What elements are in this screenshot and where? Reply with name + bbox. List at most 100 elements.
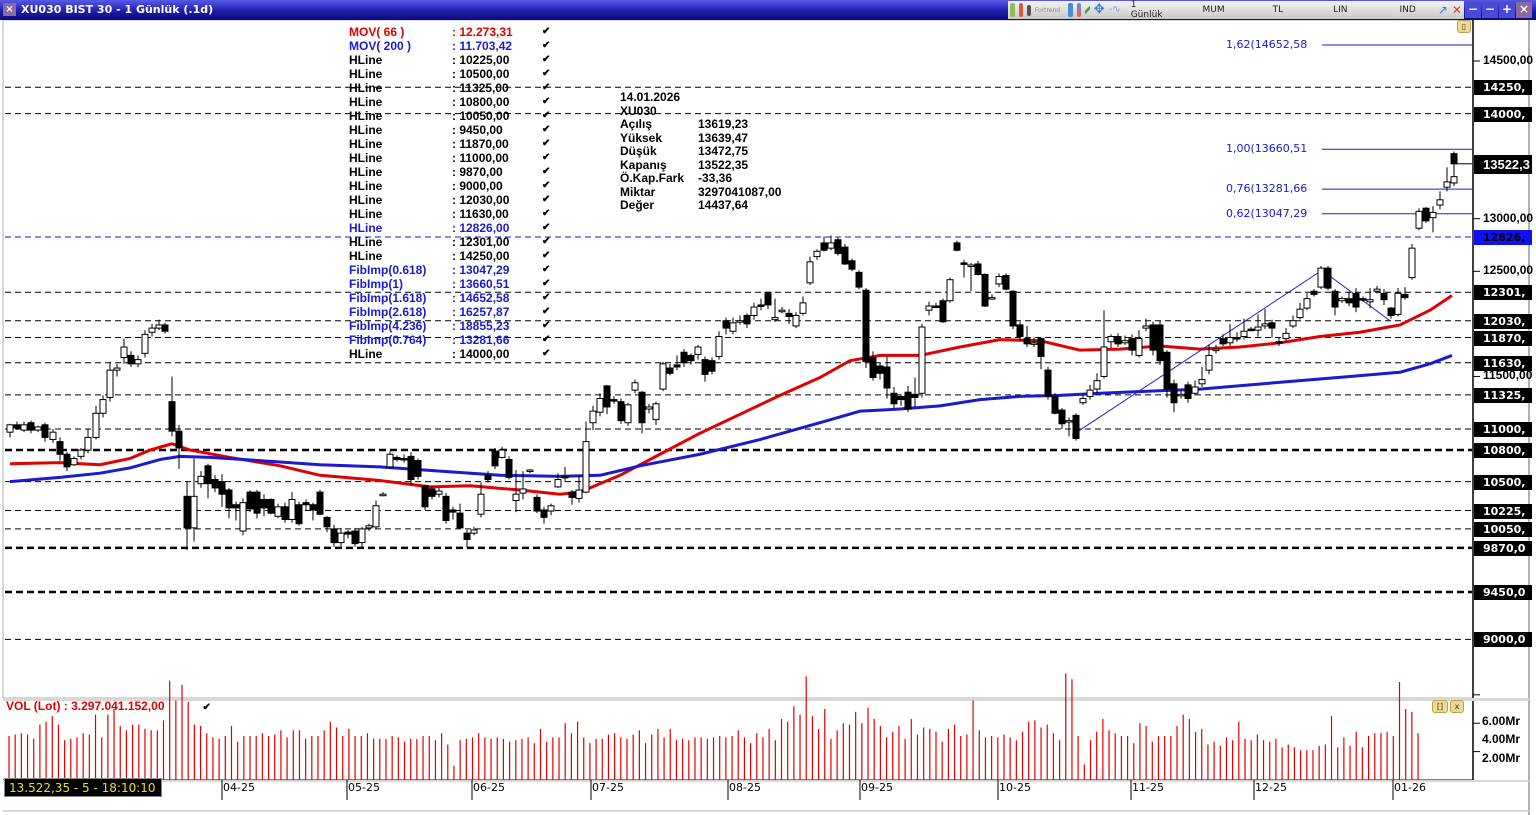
legend-check-icon[interactable]: ✔	[542, 334, 551, 345]
close-window-button[interactable]: ×	[1516, 2, 1532, 18]
legend-row[interactable]: HLine: 10050,00 ✔	[349, 109, 552, 123]
legend-check-icon[interactable]: ✔	[542, 110, 551, 121]
info-key: Miktar	[620, 184, 656, 199]
legend-check-icon[interactable]: ✔	[542, 26, 551, 37]
forward-label[interactable]: Fortrend	[1034, 6, 1061, 14]
legend-name: FibImp(1)	[349, 277, 403, 291]
candle	[134, 355, 142, 367]
legend-check-icon[interactable]: ✔	[542, 320, 551, 331]
legend-row[interactable]: FibImp(1): 13660,51 ✔	[349, 277, 552, 291]
legend-check-icon[interactable]: ✔	[542, 306, 551, 317]
candle	[1352, 288, 1360, 313]
tools-icon[interactable]	[1018, 3, 1024, 17]
price-chart[interactable]	[0, 20, 1536, 815]
legend-row[interactable]: HLine: 11325,00 ✔	[349, 81, 552, 95]
info-row: Açılış 13619,23	[620, 117, 781, 132]
close-chart-button[interactable]: ×	[3, 3, 16, 16]
legend-check-icon[interactable]: ✔	[542, 194, 551, 205]
legend-row[interactable]: HLine: 11000,00 ✔	[349, 151, 552, 165]
indicator-legend: MOV( 66 ): 12.273,31 ✔ MOV( 200 ): 11.703,…	[349, 25, 552, 361]
legend-check-icon[interactable]: ✔	[542, 68, 551, 79]
candle	[932, 302, 940, 309]
volume-panel-maximize-button[interactable]: []	[1432, 700, 1448, 713]
legend-check-icon[interactable]: ✔	[542, 292, 551, 303]
candle	[1044, 366, 1052, 400]
legend-check-icon[interactable]: ✔	[542, 96, 551, 107]
legend-check-icon[interactable]: ✔	[542, 152, 551, 163]
legend-check-icon[interactable]: ✔	[542, 138, 551, 149]
calendar-icon[interactable]	[1068, 3, 1073, 17]
legend-row[interactable]: HLine: 11630,00 ✔	[349, 207, 552, 221]
legend-check-icon[interactable]: ✔	[542, 124, 551, 135]
candle	[722, 317, 730, 335]
legend-row[interactable]: HLine: 14250,00 ✔	[349, 249, 552, 263]
legend-row[interactable]: HLine: 12826,00 ✔	[349, 221, 552, 235]
window-icon[interactable]	[1027, 4, 1031, 16]
legend-row[interactable]: HLine: 9450,00 ✔	[349, 123, 552, 137]
maximize-button[interactable]: +	[1499, 2, 1515, 18]
legend-check-icon[interactable]: ✔	[542, 82, 551, 93]
minimize-button[interactable]: −	[1465, 2, 1481, 18]
chart-type-selector[interactable]: MUM	[1202, 5, 1225, 15]
candle	[386, 451, 394, 469]
legend-row[interactable]: MOV( 66 ): 12.273,31 ✔	[349, 25, 552, 39]
legend-row[interactable]: FibImp(4.236): 18855,23 ✔	[349, 319, 552, 333]
candle	[848, 258, 856, 272]
pencil-icon[interactable]	[1085, 3, 1090, 17]
legend-check-icon[interactable]: ✔	[542, 180, 551, 191]
legend-row[interactable]: FibImp(1.618): 14652,58 ✔	[349, 291, 552, 305]
candle	[666, 363, 674, 376]
legend-check-icon[interactable]: ✔	[542, 40, 551, 51]
legend-row[interactable]: HLine: 12301,00 ✔	[349, 235, 552, 249]
scale-selector[interactable]: LIN	[1333, 5, 1348, 15]
crosshair-icon[interactable]: ✥	[1093, 2, 1105, 17]
legend-row[interactable]: HLine: 14000,00 ✔	[349, 347, 552, 361]
legend-check-icon[interactable]: ✔	[542, 236, 551, 247]
legend-check-icon[interactable]: ✔	[542, 250, 551, 261]
legend-row[interactable]: FibImp(0.618): 13047,29 ✔	[349, 263, 552, 277]
candle	[953, 240, 961, 252]
candle	[1324, 266, 1332, 291]
trend-line[interactable]	[1071, 269, 1323, 436]
panel-layout-button[interactable]: ▯	[1457, 20, 1471, 33]
legend-name: FibImp(2.618)	[349, 305, 427, 319]
legend-check-icon[interactable]: ✔	[542, 166, 551, 177]
legend-check-icon[interactable]: ✔	[542, 264, 551, 275]
candle	[771, 298, 779, 322]
volume-panel-close-button[interactable]: x	[1450, 700, 1464, 713]
legend-check-icon[interactable]: ✔	[542, 278, 551, 289]
legend-row[interactable]: MOV( 200 ): 11.703,42 ✔	[349, 39, 552, 53]
legend-name: HLine	[349, 109, 383, 123]
price-axis-label: 11000,	[1474, 422, 1532, 438]
legend-row[interactable]: HLine: 10800,00 ✔	[349, 95, 552, 109]
settings-tools-icon[interactable]: ✕	[1451, 3, 1462, 17]
legend-row[interactable]: HLine: 9000,00 ✔	[349, 179, 552, 193]
legend-row[interactable]: FibImp(2.618): 16257,87 ✔	[349, 305, 552, 319]
candle	[939, 298, 947, 323]
legend-row[interactable]: HLine: 11870,00 ✔	[349, 137, 552, 151]
legend-check-icon[interactable]: ✔	[542, 54, 551, 65]
tree-icon[interactable]	[1010, 3, 1015, 17]
candle	[246, 490, 254, 513]
status-readout: 13.522,35 - 5 - 18:10:10	[4, 778, 162, 797]
period-selector[interactable]: 1 Günlük	[1130, 0, 1163, 20]
price-axis-label: 14250,	[1474, 80, 1532, 96]
wave-icon[interactable]: -∿	[1108, 4, 1121, 15]
legend-row[interactable]: HLine: 12030,00 ✔	[349, 193, 552, 207]
currency-selector[interactable]: TL	[1272, 5, 1284, 15]
legend-check-icon[interactable]: ✔	[542, 222, 551, 233]
legend-check-icon[interactable]: ✔	[542, 348, 551, 359]
candle	[175, 424, 183, 469]
fib-level-label: 0,62(13047,29	[1226, 206, 1308, 220]
legend-name: HLine	[349, 81, 383, 95]
indicator-selector[interactable]: IND	[1399, 5, 1416, 15]
legend-row[interactable]: HLine: 9870,00 ✔	[349, 165, 552, 179]
chart-icon[interactable]	[1076, 3, 1082, 17]
legend-row[interactable]: HLine: 10225,00 ✔	[349, 53, 552, 67]
legend-check-icon[interactable]: ✔	[542, 208, 551, 219]
legend-row[interactable]: HLine: 10500,00 ✔	[349, 67, 552, 81]
arrow-icon[interactable]: ↗	[1437, 3, 1448, 17]
legend-row[interactable]: FibImp(0.764): 13281,66 ✔	[349, 333, 552, 347]
restore-button[interactable]: −	[1482, 2, 1498, 18]
legend-value: : 13281,66	[452, 333, 510, 347]
